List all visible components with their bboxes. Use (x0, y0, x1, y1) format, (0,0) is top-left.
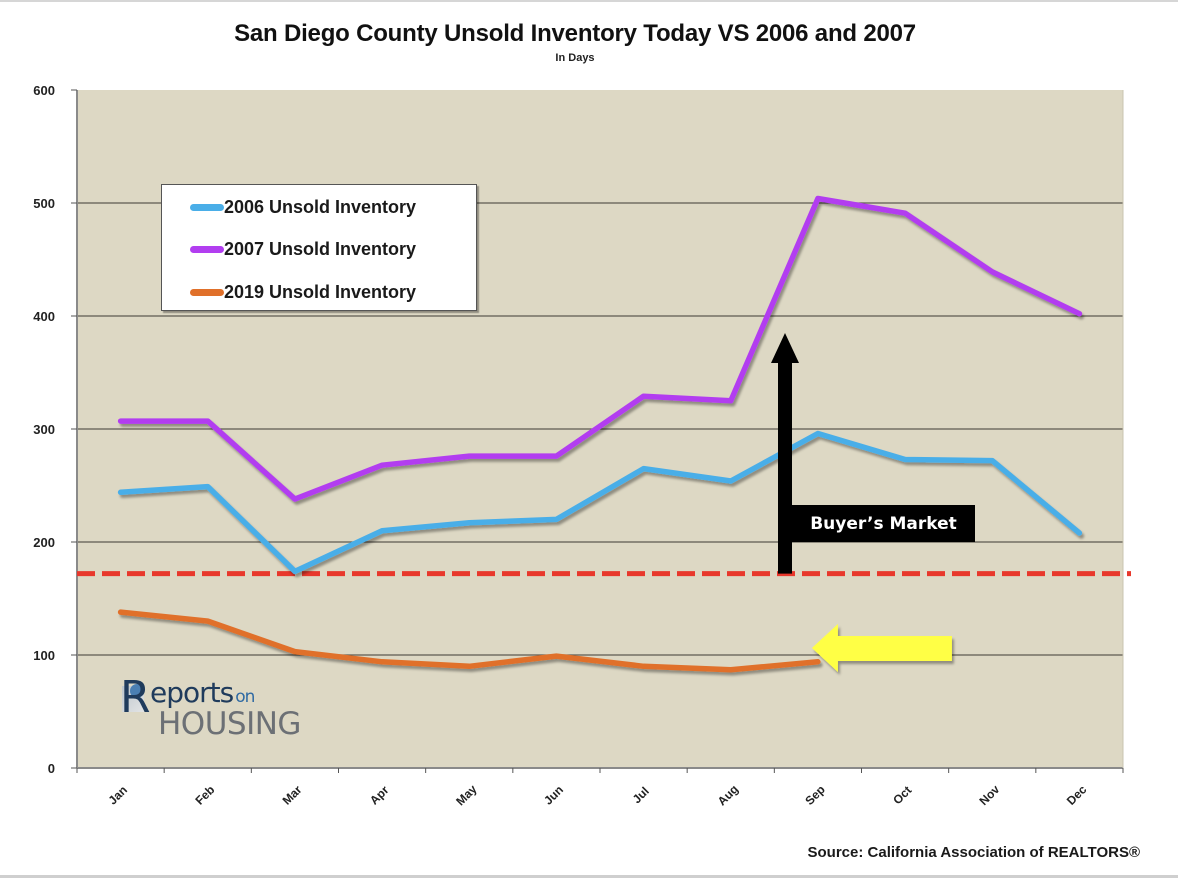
y-tick-label: 600 (33, 83, 55, 98)
logo-magnifier-icon (130, 684, 144, 698)
legend-swatch-2006 (190, 203, 224, 211)
x-tick-label: Feb (192, 783, 217, 808)
top-border (0, 0, 1178, 2)
x-tick-label: Jan (105, 783, 130, 808)
y-tick-label: 400 (33, 309, 55, 324)
buyers-market-label: Buyer’s Market (792, 505, 975, 542)
y-tick-label: 100 (33, 648, 55, 663)
legend-label-2007: 2007 Unsold Inventory (224, 238, 417, 259)
y-tick-label: 0 (48, 761, 55, 776)
current-inventory-left-arrow-icon (811, 624, 952, 672)
legend-item-2007: 2007 Unsold Inventory (190, 237, 416, 261)
y-tick-label: 300 (33, 422, 55, 437)
x-tick-label: Mar (280, 782, 305, 807)
y-axis-ticks: 0 100 200 300 400 500 600 (33, 83, 77, 776)
logo-reports-text: eports on (150, 676, 255, 709)
x-tick-label: Oct (890, 783, 914, 807)
chart-legend: 2006 Unsold Inventory 2007 Unsold Invent… (161, 184, 477, 311)
legend-item-2006: 2006 Unsold Inventory (190, 195, 416, 219)
reports-on-housing-logo: R eports on HOUSING (120, 672, 330, 746)
x-tick-label: Apr (367, 783, 392, 808)
x-tick-label: Aug (715, 782, 741, 808)
legend-swatch-2019 (190, 288, 224, 296)
logo-on-word: on (235, 687, 255, 707)
series-lines (117, 195, 1083, 673)
x-tick-label: Nov (976, 782, 1002, 808)
logo-r: R (120, 672, 151, 723)
series-line-2006 (117, 430, 1083, 575)
series-line-2007 (117, 195, 1083, 502)
x-tick-label: Jun (541, 783, 566, 808)
bottom-border (0, 875, 1178, 878)
x-tick-label: Dec (1064, 782, 1090, 808)
legend-swatch-2007 (190, 245, 224, 253)
x-tick-label: May (453, 782, 480, 809)
x-axis-ticks: Jan Feb Mar Apr May Jun Jul Aug Sep Oct Nov Dec (76, 768, 1124, 809)
x-tick-label: Jul (630, 784, 652, 806)
y-tick-label: 500 (33, 196, 55, 211)
logo-reports-word: eports (150, 676, 234, 709)
legend-item-2019: 2019 Unsold Inventory (190, 280, 416, 304)
logo-housing-text: HOUSING (158, 706, 301, 742)
chart-subtitle: In Days (555, 52, 595, 64)
x-tick-label: Sep (802, 782, 827, 807)
chart-title: San Diego County Unsold Inventory Today … (234, 20, 916, 47)
legend-label-2019: 2019 Unsold Inventory (224, 281, 417, 302)
legend-label-2006: 2006 Unsold Inventory (224, 196, 417, 217)
source-note: Source: California Association of REALTO… (807, 844, 1140, 861)
y-tick-label: 200 (33, 535, 55, 550)
